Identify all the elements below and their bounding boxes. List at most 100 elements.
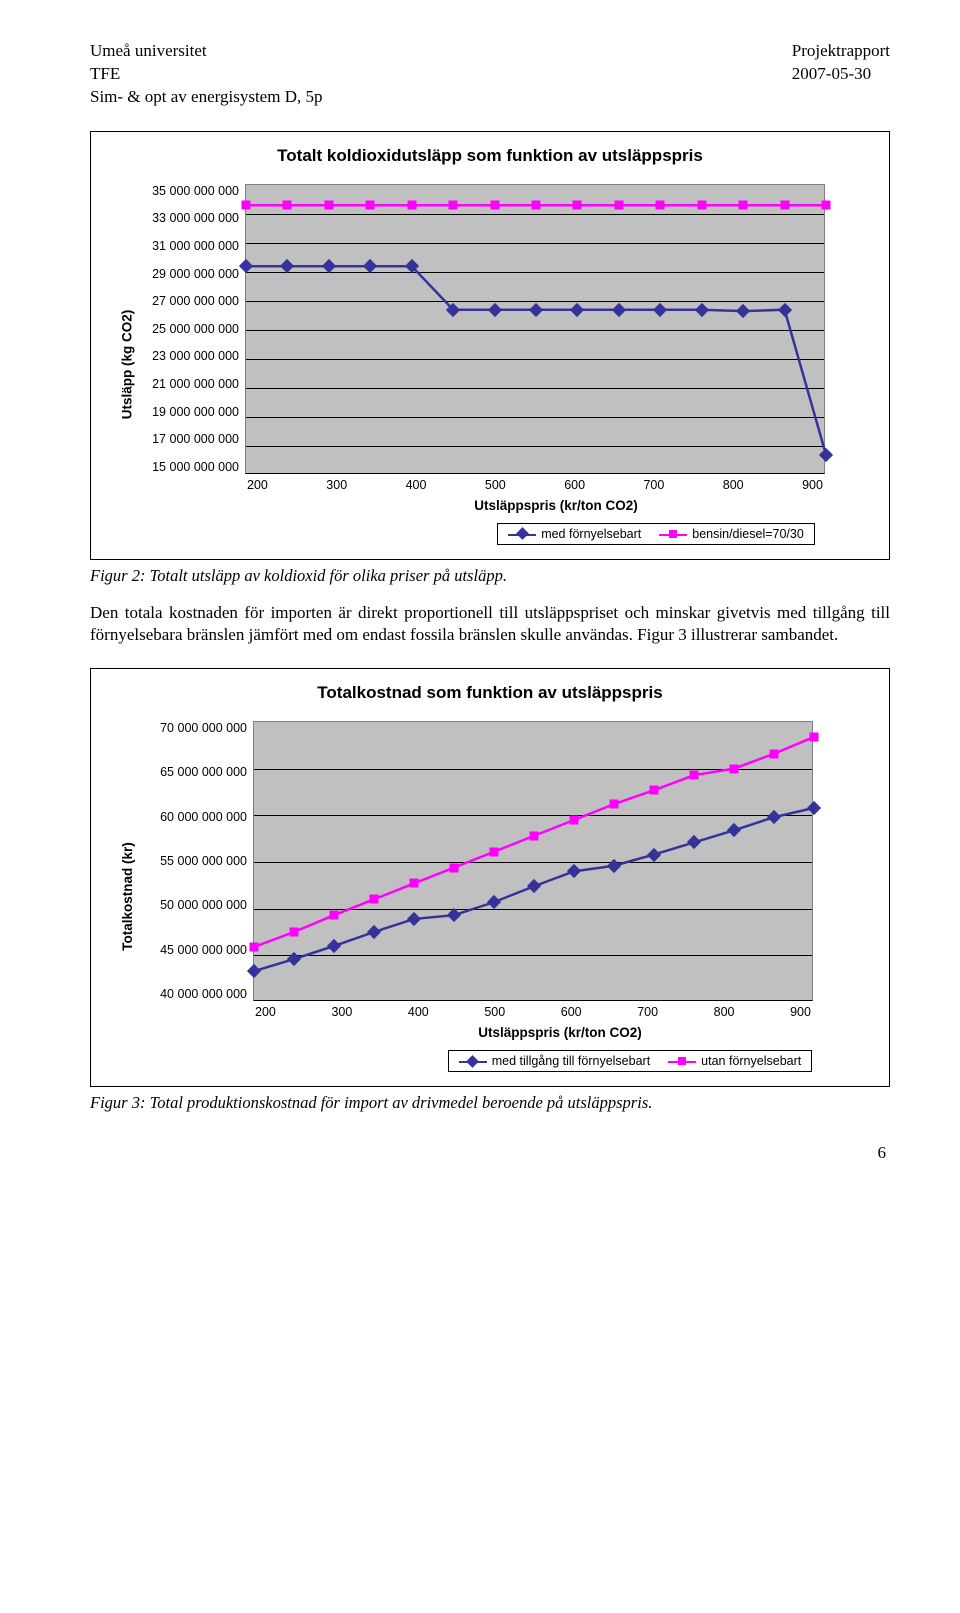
- header-line: TFE: [90, 63, 322, 86]
- y-tick-label: 27 000 000 000: [141, 294, 239, 308]
- x-tick-label: 900: [790, 1005, 811, 1019]
- data-marker: [449, 201, 458, 210]
- data-marker: [324, 201, 333, 210]
- chart-1-yticks: 35 000 000 000 33 000 000 000 31 000 000 0…: [141, 184, 245, 474]
- x-tick-label: 200: [247, 478, 268, 492]
- legend-item: med förnyelsebart: [508, 527, 641, 541]
- data-marker: [573, 201, 582, 210]
- data-marker: [650, 786, 659, 795]
- chart-2-frame: Totalkostnad som funktion av utsläppspri…: [90, 668, 890, 1087]
- data-marker: [366, 201, 375, 210]
- y-tick-label: 19 000 000 000: [141, 405, 239, 419]
- x-tick-label: 600: [564, 478, 585, 492]
- y-tick-label: 15 000 000 000: [141, 460, 239, 474]
- data-marker: [410, 879, 419, 888]
- chart-1-ylabel: Utsläpp (kg CO2): [120, 310, 135, 420]
- y-tick-label: 31 000 000 000: [141, 239, 239, 253]
- chart-2-ylabel: Totalkostnad (kr): [120, 842, 135, 951]
- y-tick-label: 35 000 000 000: [141, 184, 239, 198]
- legend-swatch: [659, 528, 687, 540]
- chart-2-legend-row: med tillgång till förnyelsebart utan förn…: [253, 1040, 867, 1072]
- legend-label: med tillgång till förnyelsebart: [492, 1054, 650, 1068]
- chart-1-legend-row: med förnyelsebartbensin/diesel=70/30: [245, 513, 867, 545]
- x-tick-label: 400: [406, 478, 427, 492]
- chart-2-plot: [253, 721, 813, 1001]
- data-marker: [290, 928, 299, 937]
- legend-swatch: [508, 528, 536, 540]
- chart-2-body: Totalkostnad (kr) 70 000 000 000 65 000 0…: [113, 721, 867, 1072]
- page-header: Umeå universitet TFE Sim- & opt av energ…: [90, 40, 890, 109]
- data-marker: [532, 201, 541, 210]
- data-marker: [656, 201, 665, 210]
- chart-2-ylabel-wrap: Totalkostnad (kr): [113, 721, 141, 1072]
- y-tick-label: 45 000 000 000: [141, 943, 247, 957]
- chart-1-ylabel-wrap: Utsläpp (kg CO2): [113, 184, 141, 545]
- chart-2-title: Totalkostnad som funktion av utsläppspri…: [113, 683, 867, 703]
- data-marker: [690, 771, 699, 780]
- y-tick-label: 21 000 000 000: [141, 377, 239, 391]
- data-marker: [242, 201, 251, 210]
- page: Umeå universitet TFE Sim- & opt av energ…: [0, 0, 960, 1203]
- y-tick-label: 33 000 000 000: [141, 211, 239, 225]
- body-paragraph: Den totala kostnaden för importen är dir…: [90, 602, 890, 646]
- y-tick-label: 40 000 000 000: [141, 987, 247, 1001]
- legend-label: med förnyelsebart: [541, 527, 641, 541]
- legend-item: utan förnyelsebart: [668, 1054, 801, 1068]
- x-tick-label: 500: [484, 1005, 505, 1019]
- y-tick-label: 23 000 000 000: [141, 349, 239, 363]
- x-tick-label: 800: [723, 478, 744, 492]
- data-marker: [530, 831, 539, 840]
- chart-2-xlabel: Utsläppspris (kr/ton CO2): [253, 1025, 867, 1040]
- page-number: 6: [90, 1143, 890, 1163]
- data-marker: [283, 201, 292, 210]
- y-tick-label: 65 000 000 000: [141, 765, 247, 779]
- data-marker: [570, 816, 579, 825]
- legend-label: utan förnyelsebart: [701, 1054, 801, 1068]
- series-line: [246, 185, 826, 475]
- legend-item: med tillgång till förnyelsebart: [459, 1054, 650, 1068]
- x-tick-label: 300: [326, 478, 347, 492]
- y-tick-label: 55 000 000 000: [141, 854, 247, 868]
- x-tick-label: 200: [255, 1005, 276, 1019]
- chart-2-xticks: 200300400500600700800900: [253, 1005, 813, 1019]
- data-marker: [810, 732, 819, 741]
- header-line: Projektrapport: [792, 40, 890, 63]
- legend-swatch: [668, 1055, 696, 1067]
- data-marker: [780, 201, 789, 210]
- x-tick-label: 700: [637, 1005, 658, 1019]
- data-marker: [730, 764, 739, 773]
- x-tick-label: 900: [802, 478, 823, 492]
- x-tick-label: 400: [408, 1005, 429, 1019]
- header-line: 2007-05-30: [792, 63, 890, 86]
- x-tick-label: 800: [714, 1005, 735, 1019]
- chart-1-title: Totalt koldioxidutsläpp som funktion av …: [113, 146, 867, 166]
- header-right: Projektrapport 2007-05-30: [792, 40, 890, 109]
- y-tick-label: 60 000 000 000: [141, 810, 247, 824]
- x-tick-label: 300: [331, 1005, 352, 1019]
- data-marker: [490, 847, 499, 856]
- chart-2-plot-col: 200300400500600700800900 Utsläppspris (k…: [253, 721, 867, 1072]
- y-tick-label: 17 000 000 000: [141, 432, 239, 446]
- data-marker: [614, 201, 623, 210]
- legend-swatch: [459, 1055, 487, 1067]
- data-marker: [739, 201, 748, 210]
- chart-1-legend: med förnyelsebartbensin/diesel=70/30: [497, 523, 815, 545]
- chart-1-xticks: 200300400500600700800900: [245, 478, 825, 492]
- data-marker: [330, 911, 339, 920]
- chart-1-plot-col: 200300400500600700800900 Utsläppspris (k…: [245, 184, 867, 545]
- data-marker: [697, 201, 706, 210]
- chart-2-legend: med tillgång till förnyelsebart utan förn…: [448, 1050, 812, 1072]
- x-tick-label: 700: [643, 478, 664, 492]
- data-marker: [450, 863, 459, 872]
- chart-1-xlabel: Utsläppspris (kr/ton CO2): [245, 498, 867, 513]
- data-marker: [370, 895, 379, 904]
- y-tick-label: 25 000 000 000: [141, 322, 239, 336]
- y-tick-label: 70 000 000 000: [141, 721, 247, 735]
- data-marker: [407, 201, 416, 210]
- data-marker: [822, 201, 831, 210]
- y-tick-label: 50 000 000 000: [141, 898, 247, 912]
- data-marker: [770, 749, 779, 758]
- chart-2-yticks: 70 000 000 000 65 000 000 000 60 000 000 0…: [141, 721, 253, 1001]
- figure-2-caption: Figur 2: Totalt utsläpp av koldioxid för…: [90, 566, 890, 586]
- y-tick-label: 29 000 000 000: [141, 267, 239, 281]
